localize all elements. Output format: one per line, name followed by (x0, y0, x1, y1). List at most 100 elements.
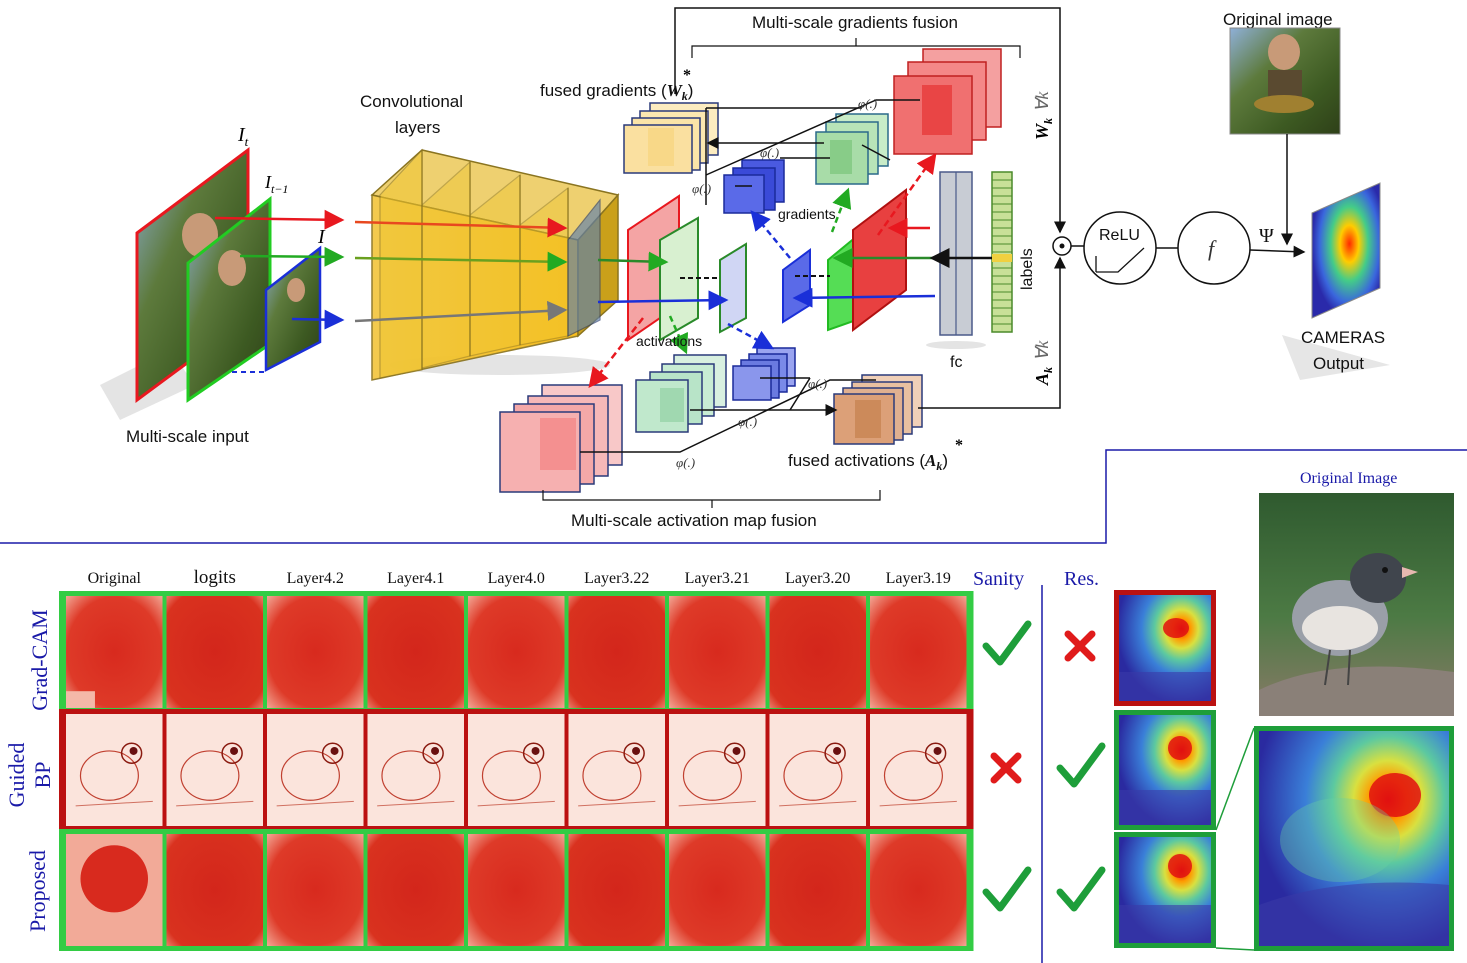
labels-vector: labels (929, 171, 1036, 333)
phi-label-4: φ(.) (676, 455, 695, 470)
multiscale-input-label: Multi-scale input (126, 427, 249, 446)
sanity-check-icon (982, 866, 1032, 912)
svg-text:*: * (955, 437, 963, 454)
original-image-label: Original image (1223, 10, 1333, 29)
f-node (1177, 211, 1251, 285)
phi-label-2: φ(.) (760, 145, 779, 160)
heatmap-cell (367, 596, 464, 708)
input-frame-i (264, 245, 322, 373)
w-star-forall: Wk∀k (1032, 91, 1055, 140)
activation-stacks: φ(.) φ(.) φ(.) activations fused activat… (499, 315, 963, 493)
res-check-icon (1056, 742, 1106, 788)
comparison-row (59, 591, 974, 713)
original-bird-panel: Original Image (1215, 470, 1454, 951)
conv-layers-label-1: Convolutional (360, 92, 463, 111)
sketch-cell (468, 714, 565, 826)
column-header: logits (194, 567, 236, 588)
sketch-cell (769, 714, 866, 826)
heatmap-cell (166, 596, 263, 708)
column-header: Layer3.19 (886, 570, 951, 587)
input-label-it1: It−1 (264, 172, 288, 196)
heatmap-cell (669, 834, 766, 946)
gradients-fusion-title: Multi-scale gradients fusion (752, 13, 958, 32)
fused-gradients-label: fused gradients (Wk) (540, 81, 693, 103)
input-label-it: It (237, 124, 249, 149)
row-label-bp: BP (30, 762, 55, 789)
activation-maps (597, 194, 747, 342)
cameras-output-label-1: CAMERAS (1301, 328, 1385, 347)
row-label-proposed: Proposed (25, 850, 50, 932)
column-header: Layer4.0 (488, 570, 545, 587)
heatmap-cell (568, 596, 665, 708)
conv-layers-block: Convolutional layers (354, 92, 620, 381)
svg-text:*: * (683, 67, 691, 84)
heatmap-cell (267, 596, 364, 708)
comparison-row (59, 829, 974, 951)
activations-label: activations (636, 333, 702, 349)
sketch-cell (568, 714, 665, 826)
cameras-output-label-2: Output (1313, 354, 1364, 373)
original-image-panel: Original image (1223, 10, 1341, 246)
pipeline-diagram: It It−1 I Multi-scale input (100, 7, 1390, 530)
res-thumbnails (1114, 590, 1216, 948)
fc-layer: fc (926, 171, 986, 371)
heatmap-cell (870, 834, 967, 946)
multiscale-input: It It−1 I Multi-scale input (100, 124, 326, 446)
heatmap-cell (166, 834, 263, 946)
heatmap-cell (468, 596, 565, 708)
heatmap-cell (769, 834, 866, 946)
sanity-res-marks (982, 620, 1106, 912)
sanity-header: Sanity (973, 568, 1024, 590)
gradient-stacks: φ(.) φ(.) φ(.) gradients fused gradients… (540, 48, 1002, 259)
column-header: Layer3.20 (785, 570, 850, 587)
res-header: Res. (1064, 568, 1099, 590)
a-star-forall: Ak∀k (1032, 340, 1055, 386)
comparison-row (59, 709, 974, 831)
sketch-cell (669, 714, 766, 826)
column-header: Layer3.21 (685, 570, 750, 587)
res-cross-icon (1064, 630, 1096, 662)
cameras-output-panel: CAMERAS Output (1282, 182, 1390, 380)
input-label-i: I (317, 226, 326, 248)
sketch-cell (870, 714, 967, 826)
column-header: Layer4.1 (387, 570, 444, 587)
heatmap-cell (367, 834, 464, 946)
labels-label: labels (1019, 248, 1036, 290)
original-image-header: Original Image (1300, 470, 1397, 487)
sketch-cell (166, 714, 263, 826)
relu-node (1083, 211, 1157, 285)
column-header: Layer3.22 (584, 570, 649, 587)
activation-fusion-bracket: Multi-scale activation map fusion (542, 490, 881, 530)
heatmap-cell (267, 834, 364, 946)
gradient-maps (782, 187, 936, 333)
fc-label: fc (950, 354, 962, 371)
sketch-cell (66, 714, 163, 826)
heatmap-cell (468, 834, 565, 946)
heatmap-cell (568, 834, 665, 946)
row-label-guided: Guided (4, 743, 29, 808)
relu-label: ReLU (1099, 227, 1140, 244)
comparison-grid: Original logits Layer4.2 Layer4.1 Layer4.0 La… (4, 470, 1454, 963)
output-chain: ReLU f Ψ (1052, 211, 1306, 285)
sanity-cross-icon (990, 752, 1022, 784)
row-label-gradcam: Grad-CAM (27, 609, 52, 710)
column-header: Layer4.2 (287, 570, 344, 587)
fused-activations-label: fused activations (Ak) (788, 451, 948, 473)
f-label: f (1208, 236, 1217, 261)
res-check-icon (1056, 866, 1106, 912)
phi-label-1: φ(.) (858, 96, 877, 111)
heatmap-cell (769, 596, 866, 708)
heatmap-cell (669, 596, 766, 708)
sketch-cell (367, 714, 464, 826)
activation-fusion-title: Multi-scale activation map fusion (571, 511, 817, 530)
gradients-label: gradients (778, 206, 836, 222)
phi-label-3: φ(.) (692, 181, 711, 196)
section-divider (0, 449, 1467, 544)
heatmap-cell (66, 596, 163, 708)
column-headers: Original logits Layer4.2 Layer4.1 Layer4.0 La… (88, 567, 951, 588)
psi-label: Ψ (1259, 225, 1274, 247)
column-header: Original (88, 570, 142, 587)
sketch-cell (267, 714, 364, 826)
heatmap-cell (870, 596, 967, 708)
